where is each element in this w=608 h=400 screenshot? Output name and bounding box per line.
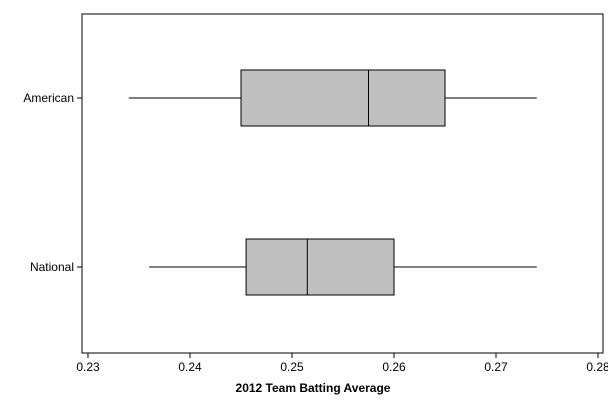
category-label-national: National xyxy=(30,260,74,274)
x-axis-title: 2012 Team Batting Average xyxy=(236,381,391,395)
x-tick-label: 0.24 xyxy=(178,360,202,374)
box-national xyxy=(245,238,395,296)
x-tick-label: 0.27 xyxy=(484,360,508,374)
x-tick-label: 0.23 xyxy=(76,360,100,374)
x-tick-label: 0.28 xyxy=(586,360,608,374)
box-american xyxy=(240,69,446,127)
plot-frame xyxy=(81,13,604,354)
plot-layer: 0.23 0.24 0.25 0.26 0.27 0.28 American National xyxy=(23,13,608,374)
x-tick-label: 0.26 xyxy=(382,360,406,374)
x-tick-label: 0.25 xyxy=(280,360,304,374)
category-label-american: American xyxy=(23,91,74,105)
